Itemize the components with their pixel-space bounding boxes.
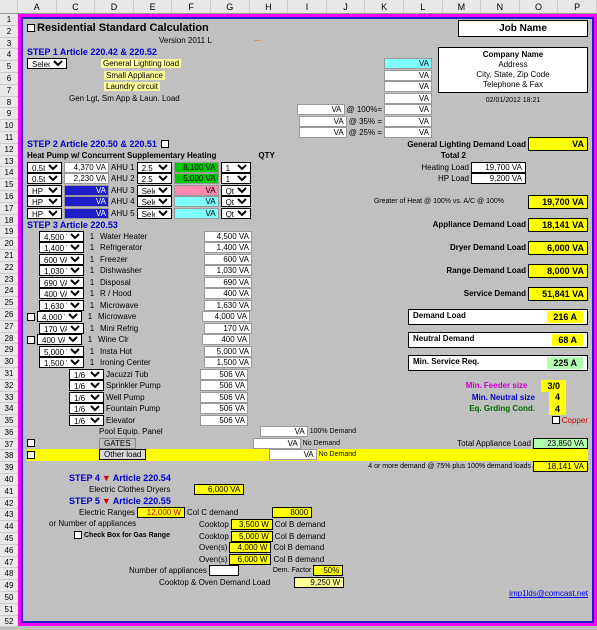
- row-numbers: 1234567891011121314151617181920212223242…: [0, 14, 18, 627]
- worksheet-main: Residential Standard Calculation Job Nam…: [18, 14, 597, 626]
- checkbox[interactable]: [27, 24, 35, 32]
- version: Version 2011 L: [159, 36, 212, 45]
- jobname-box: Job Name: [458, 20, 588, 37]
- step1-select[interactable]: Select: [27, 58, 67, 69]
- company-box: Company Name Address City, State, Zip Co…: [438, 47, 588, 93]
- step1-art: Article 220.42 & 220.52: [60, 47, 157, 57]
- va-cell[interactable]: VA: [384, 58, 432, 69]
- email-link[interactable]: imp1lds@comcast.net: [509, 589, 588, 598]
- column-headers: ACDEFGHIJKLMNOP: [0, 0, 597, 14]
- page-title: Residential Standard Calculation: [37, 22, 209, 34]
- step1-label: STEP 1: [27, 47, 58, 57]
- gldl-val: VA: [528, 137, 588, 151]
